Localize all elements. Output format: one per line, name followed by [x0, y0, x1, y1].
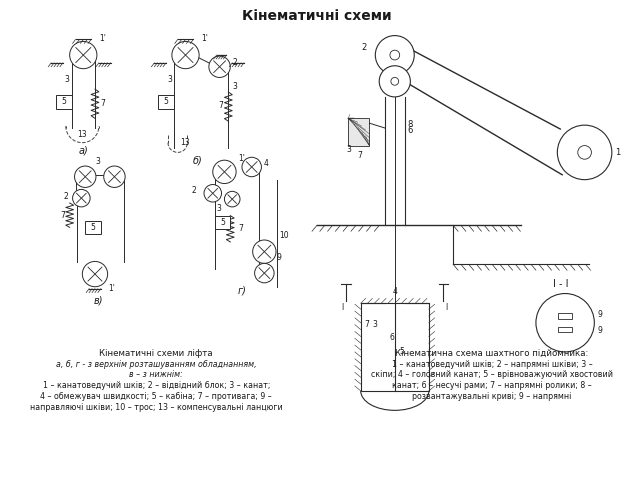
- Bar: [558, 313, 572, 319]
- Text: а, б, г - з верхнім розташуванням обладнанням,: а, б, г - з верхнім розташуванням обладн…: [56, 360, 257, 369]
- Text: 4 – обмежувач швидкості; 5 – кабіна; 7 – противага; 9 –: 4 – обмежувач швидкості; 5 – кабіна; 7 –…: [40, 392, 272, 401]
- Text: 7: 7: [358, 151, 363, 160]
- Text: 9: 9: [276, 253, 281, 262]
- Circle shape: [536, 294, 595, 352]
- Circle shape: [253, 240, 276, 264]
- Text: 3: 3: [95, 156, 100, 166]
- Circle shape: [380, 66, 410, 97]
- Text: 3: 3: [167, 75, 172, 84]
- Circle shape: [74, 166, 96, 187]
- Circle shape: [212, 160, 236, 183]
- Text: 3: 3: [232, 82, 237, 91]
- Text: 2: 2: [191, 186, 196, 195]
- Text: 8: 8: [408, 120, 413, 129]
- Text: 3: 3: [372, 320, 377, 329]
- Text: 13: 13: [180, 138, 190, 147]
- Bar: [85, 220, 101, 234]
- Text: направляючі шківи; 10 – трос; 13 – компенсувальні ланцюги: направляючі шківи; 10 – трос; 13 – компе…: [30, 403, 283, 411]
- Text: 9: 9: [597, 311, 602, 320]
- Text: Кінематичні схеми ліфта: Кінематичні схеми ліфта: [99, 349, 213, 358]
- Text: 7: 7: [60, 211, 65, 220]
- Text: 5: 5: [220, 218, 225, 227]
- Circle shape: [557, 125, 612, 180]
- Text: 13: 13: [77, 131, 87, 139]
- Circle shape: [255, 264, 274, 283]
- Text: 7: 7: [219, 101, 223, 110]
- Text: в – з нижнім:: в – з нижнім:: [129, 371, 183, 379]
- Text: I - I: I - I: [552, 279, 568, 289]
- Bar: [158, 95, 174, 108]
- Circle shape: [391, 77, 399, 85]
- Text: I: I: [445, 303, 447, 312]
- Text: канат; 6 – несучі рами; 7 – напрямні ролики; 8 –: канат; 6 – несучі рами; 7 – напрямні рол…: [392, 381, 592, 390]
- Circle shape: [209, 56, 230, 77]
- Text: 3: 3: [65, 75, 70, 84]
- Text: 7: 7: [101, 99, 106, 108]
- Text: скіпи; 4 – головний канат; 5 – врівноважуючий хвостовий: скіпи; 4 – головний канат; 5 – врівноваж…: [371, 371, 613, 379]
- Text: 1': 1': [201, 34, 208, 43]
- Bar: [214, 216, 230, 229]
- Bar: [348, 119, 369, 145]
- Text: 2: 2: [232, 59, 237, 67]
- Bar: [361, 303, 429, 391]
- Text: 1': 1': [99, 34, 106, 43]
- Circle shape: [390, 50, 399, 60]
- Circle shape: [375, 36, 414, 74]
- Circle shape: [204, 184, 221, 202]
- Text: а): а): [79, 145, 88, 156]
- Text: 3: 3: [346, 145, 351, 154]
- Circle shape: [242, 157, 261, 177]
- Text: 1': 1': [109, 284, 115, 293]
- Text: в): в): [93, 295, 102, 305]
- Text: г): г): [237, 286, 246, 296]
- Text: 7: 7: [365, 320, 369, 329]
- Text: 4: 4: [264, 158, 268, 168]
- Text: 5: 5: [399, 348, 404, 357]
- Text: Кінематична схема шахтного підйомника:: Кінематична схема шахтного підйомника:: [396, 349, 589, 358]
- Text: 1 – канатоведучий шків; 2 – напрямні шківи; 3 –: 1 – канатоведучий шків; 2 – напрямні шкі…: [392, 360, 593, 369]
- Text: 5: 5: [91, 223, 95, 232]
- Text: 9: 9: [597, 326, 602, 335]
- Text: 7: 7: [238, 224, 243, 233]
- Text: розвантажувальні криві; 9 – напрямні: розвантажувальні криві; 9 – напрямні: [412, 392, 572, 401]
- Circle shape: [70, 41, 97, 69]
- Circle shape: [578, 145, 591, 159]
- Text: Кінематичні схеми: Кінематичні схеми: [242, 9, 392, 23]
- Text: 4: 4: [392, 287, 397, 296]
- Text: 1': 1': [238, 154, 245, 163]
- Text: б): б): [192, 155, 202, 165]
- Text: 2: 2: [362, 43, 367, 52]
- Bar: [558, 326, 572, 333]
- Circle shape: [172, 41, 199, 69]
- Circle shape: [225, 192, 240, 207]
- Circle shape: [83, 262, 108, 287]
- Text: 1 – канатоведучий шків; 2 – відвідний блок; 3 – канат;: 1 – канатоведучий шків; 2 – відвідний бл…: [43, 381, 270, 390]
- Text: 6: 6: [408, 125, 413, 134]
- Bar: [56, 95, 72, 108]
- Text: 1: 1: [615, 148, 620, 157]
- Text: I: I: [341, 303, 343, 312]
- Text: 6: 6: [390, 333, 395, 342]
- Text: 10: 10: [279, 230, 289, 240]
- Text: 5: 5: [61, 97, 67, 106]
- Text: 5: 5: [164, 97, 168, 106]
- Circle shape: [104, 166, 125, 187]
- Text: 2: 2: [64, 192, 68, 201]
- Text: 3: 3: [217, 204, 221, 213]
- Circle shape: [72, 190, 90, 207]
